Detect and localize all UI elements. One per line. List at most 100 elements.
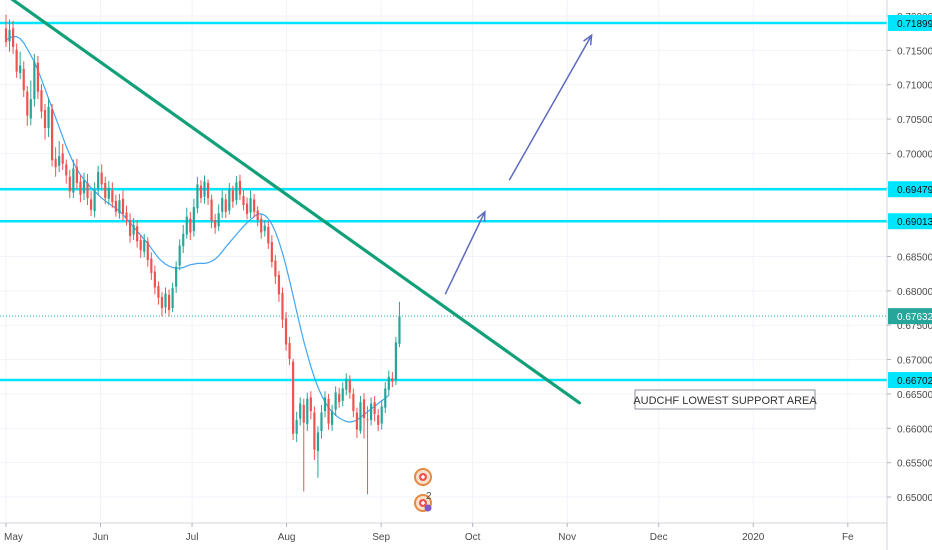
candle-body xyxy=(384,388,387,408)
price-axis[interactable]: 0.65000 0.65500 0.66000 0.66500 0.67000 0.675… xyxy=(886,0,932,550)
candle-body xyxy=(125,212,128,219)
downtrend-line[interactable] xyxy=(0,0,582,405)
forecast-arrow[interactable] xyxy=(508,33,593,181)
candle-body xyxy=(36,62,40,92)
time-axis[interactable]: May Jun Jul Aug Sep Oct Nov Dec 2020 Fe xyxy=(0,522,887,543)
candle-body xyxy=(136,226,139,242)
candle-body xyxy=(54,158,57,168)
candle-body xyxy=(242,196,245,205)
price-axis-background xyxy=(887,0,932,550)
event-marker-count: 2 xyxy=(426,491,432,502)
support-area-note[interactable]: AUDCHF LOWEST SUPPORT AREA xyxy=(633,389,817,410)
candle-body xyxy=(263,225,266,232)
candle-body xyxy=(323,397,327,412)
candle-body xyxy=(245,203,249,214)
candle-body xyxy=(352,393,355,412)
time-axis-label: Fe xyxy=(842,532,854,543)
candle-body xyxy=(146,241,149,260)
plus-icon xyxy=(421,501,425,505)
candle-body xyxy=(299,403,302,419)
candle-body xyxy=(277,275,281,295)
candle-body xyxy=(182,233,185,247)
candle-body xyxy=(206,182,210,199)
candle-body xyxy=(387,376,390,390)
level-price-tag-label: 0.69013 xyxy=(897,217,932,228)
candle-body xyxy=(72,168,75,193)
candle-body xyxy=(19,65,22,74)
candle-body xyxy=(121,198,125,214)
candle-body xyxy=(111,190,114,203)
drawings[interactable]: AUDCHF LOWEST SUPPORT AREA xyxy=(0,0,817,410)
candle-body xyxy=(4,28,8,43)
candle-body xyxy=(26,91,29,116)
candle-body xyxy=(139,240,142,251)
event-marker-group[interactable] xyxy=(414,494,432,512)
candle-body xyxy=(199,185,203,199)
candle-body xyxy=(196,184,199,209)
candle-body xyxy=(359,402,362,432)
candle-body xyxy=(50,109,54,161)
plus-icon xyxy=(421,475,425,479)
time-axis-label: Oct xyxy=(465,532,481,543)
candle-body xyxy=(338,393,341,403)
level-price-tag[interactable] xyxy=(888,181,932,198)
candle-body xyxy=(75,167,78,183)
forecast-arrow[interactable] xyxy=(444,210,486,295)
last-price-tag[interactable] xyxy=(888,308,932,325)
candle-body xyxy=(302,404,305,423)
level-price-tag[interactable] xyxy=(888,372,932,389)
candle-body xyxy=(150,258,153,273)
candle-body xyxy=(47,106,50,129)
event-marker-dividend[interactable] xyxy=(414,468,432,486)
candle-body xyxy=(164,293,167,308)
support-area-note-text: AUDCHF LOWEST SUPPORT AREA xyxy=(633,395,817,407)
forecast-arrow-shaft xyxy=(444,211,486,295)
candle-body xyxy=(192,207,195,232)
price-axis-label: 0.68000 xyxy=(897,287,932,298)
candle-body xyxy=(203,181,206,197)
candle-body xyxy=(153,271,156,288)
candle-body xyxy=(160,297,164,309)
candle-body xyxy=(104,182,107,199)
candle-body xyxy=(313,412,316,450)
level-price-tag[interactable] xyxy=(888,213,932,230)
candle-body xyxy=(235,182,238,201)
event-marker-secondary xyxy=(424,504,432,512)
candle-body xyxy=(270,242,273,262)
candle-body xyxy=(316,432,320,451)
candle-body xyxy=(377,415,380,425)
candle-body xyxy=(362,399,366,418)
candle-body xyxy=(288,343,291,359)
candle-body xyxy=(43,110,47,129)
candle-body xyxy=(309,397,312,412)
candle-body xyxy=(40,90,43,112)
price-axis-label: 0.71500 xyxy=(897,46,932,57)
last-price-tag-label: 0.67632 xyxy=(897,312,932,323)
candle-body xyxy=(11,28,15,47)
time-axis-label: Jun xyxy=(92,532,108,543)
level-price-tag-label: 0.66702 xyxy=(897,376,932,387)
candle-body xyxy=(107,187,110,199)
candle-body xyxy=(210,199,213,222)
candle-body xyxy=(398,316,401,344)
candle-body xyxy=(61,153,64,164)
time-axis-label: Jul xyxy=(186,532,199,543)
arrow-head-icon xyxy=(476,210,486,222)
candle-body xyxy=(118,200,121,214)
candle-body xyxy=(132,224,135,235)
candle-body xyxy=(128,220,132,236)
price-axis-label: 0.70000 xyxy=(897,149,932,160)
price-axis-label: 0.68500 xyxy=(897,253,932,264)
event-markers[interactable]: 2 xyxy=(414,468,432,512)
horizontal-levels[interactable] xyxy=(0,21,887,382)
arrow-head-icon xyxy=(583,33,593,46)
price-axis-label: 0.66500 xyxy=(897,390,932,401)
candle-body xyxy=(355,412,359,430)
candle-body xyxy=(334,392,337,410)
candle-body xyxy=(97,171,100,189)
candle-body xyxy=(249,198,252,213)
level-price-tag[interactable] xyxy=(888,14,932,31)
candle-body xyxy=(341,388,344,401)
